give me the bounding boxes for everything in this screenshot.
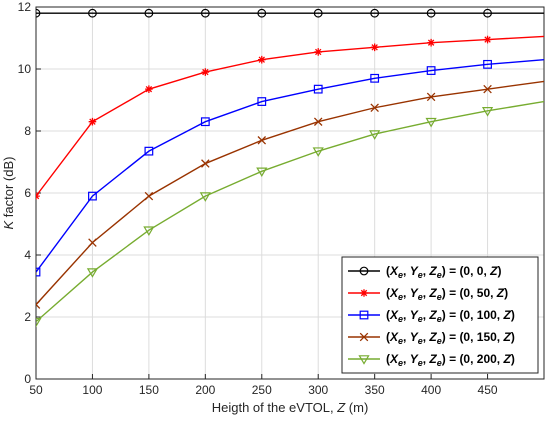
- data-point: [370, 103, 379, 113]
- data-point: [426, 66, 436, 75]
- x-tick-label: 400: [421, 383, 441, 397]
- legend-item: (Xe, Ye, Ze) = (0, 200, Z): [348, 352, 515, 368]
- legend-marker: [358, 355, 370, 365]
- data-point: [426, 8, 436, 18]
- data-point: [144, 191, 154, 201]
- data-point: [257, 136, 267, 145]
- data-point: [36, 267, 41, 277]
- data-point: [483, 59, 492, 69]
- y-tick-label: 12: [18, 0, 32, 14]
- data-point: [427, 38, 435, 47]
- series-line: [36, 35, 544, 197]
- series-5: [36, 100, 544, 328]
- series-4: [36, 80, 544, 309]
- data-point: [257, 8, 267, 18]
- legend-label: (Xe, Ye, Ze) = (0, 100, Z): [386, 308, 515, 324]
- legend-marker: [359, 266, 369, 276]
- data-point: [370, 73, 380, 83]
- data-point: [369, 130, 381, 140]
- data-point: [200, 117, 210, 127]
- legend-item: (Xe, Ye, Ze) = (0, 0, Z): [348, 264, 501, 280]
- data-point: [425, 117, 437, 128]
- y-tick-label: 10: [18, 62, 32, 76]
- data-point: [313, 84, 323, 94]
- x-tick-label: 300: [308, 383, 328, 397]
- data-point: [426, 92, 436, 102]
- x-axis-label: Heigth of the eVTOL, Z (m): [212, 400, 369, 415]
- data-point: [370, 43, 379, 52]
- data-point: [143, 226, 155, 236]
- x-tick-label: 50: [29, 383, 43, 397]
- x-tick-label: 150: [139, 383, 159, 397]
- legend-label: (Xe, Ye, Ze) = (0, 150, Z): [386, 330, 515, 346]
- data-point: [199, 192, 211, 202]
- data-point: [483, 8, 492, 18]
- legend-label: (Xe, Ye, Ze) = (0, 0, Z): [386, 264, 501, 280]
- data-point: [483, 35, 492, 44]
- data-point: [312, 147, 324, 157]
- data-point: [201, 68, 210, 76]
- x-tick-label: 250: [252, 383, 272, 397]
- data-point: [313, 8, 323, 18]
- legend-label: (Xe, Ye, Ze) = (0, 200, Z): [386, 352, 515, 368]
- series-1: [36, 8, 544, 18]
- x-tick-label: 450: [478, 383, 498, 397]
- data-point: [257, 97, 267, 106]
- data-point: [483, 84, 492, 94]
- x-tick-label: 350: [365, 383, 385, 397]
- legend-marker: [360, 289, 368, 297]
- x-tick-label: 200: [195, 383, 215, 397]
- legend-item: (Xe, Ye, Ze) = (0, 150, Z): [348, 330, 515, 346]
- legend-marker: [359, 332, 369, 342]
- data-point: [36, 317, 42, 328]
- legend-label: (Xe, Ye, Ze) = (0, 50, Z): [386, 286, 508, 302]
- y-tick-label: 6: [24, 186, 31, 200]
- data-point: [256, 167, 268, 178]
- y-tick-label: 2: [24, 310, 31, 324]
- y-axis-label: K factor (dB): [1, 157, 16, 230]
- data-point: [257, 55, 266, 64]
- y-tick-label: 8: [24, 124, 31, 138]
- data-point: [86, 268, 99, 278]
- data-point: [88, 191, 97, 201]
- data-point: [144, 146, 154, 156]
- data-point: [36, 192, 40, 200]
- data-point: [144, 8, 154, 18]
- series-line: [36, 80, 544, 306]
- series-line: [36, 100, 544, 323]
- y-tick-label: 4: [24, 248, 31, 262]
- data-point: [481, 107, 494, 117]
- data-point: [370, 8, 380, 18]
- data-point: [88, 117, 97, 126]
- data-point: [313, 117, 323, 126]
- data-point: [36, 300, 41, 309]
- legend-item: (Xe, Ye, Ze) = (0, 50, Z): [348, 286, 508, 302]
- x-tick-label: 100: [82, 383, 102, 397]
- data-point: [200, 8, 210, 18]
- legend-item: (Xe, Ye, Ze) = (0, 100, Z): [348, 308, 515, 324]
- data-point: [36, 8, 41, 18]
- data-point: [145, 85, 153, 93]
- legend-marker: [359, 310, 369, 320]
- data-point: [201, 159, 210, 168]
- legend: (Xe, Ye, Ze) = (0, 0, Z) (Xe, Ye, Ze) = (…: [341, 256, 539, 374]
- series-3: [36, 59, 544, 277]
- data-point: [88, 8, 97, 18]
- y-tick-label: 0: [24, 372, 31, 386]
- data-point: [314, 48, 323, 56]
- series-line: [36, 59, 544, 273]
- series-2: [36, 35, 544, 200]
- data-point: [88, 238, 97, 247]
